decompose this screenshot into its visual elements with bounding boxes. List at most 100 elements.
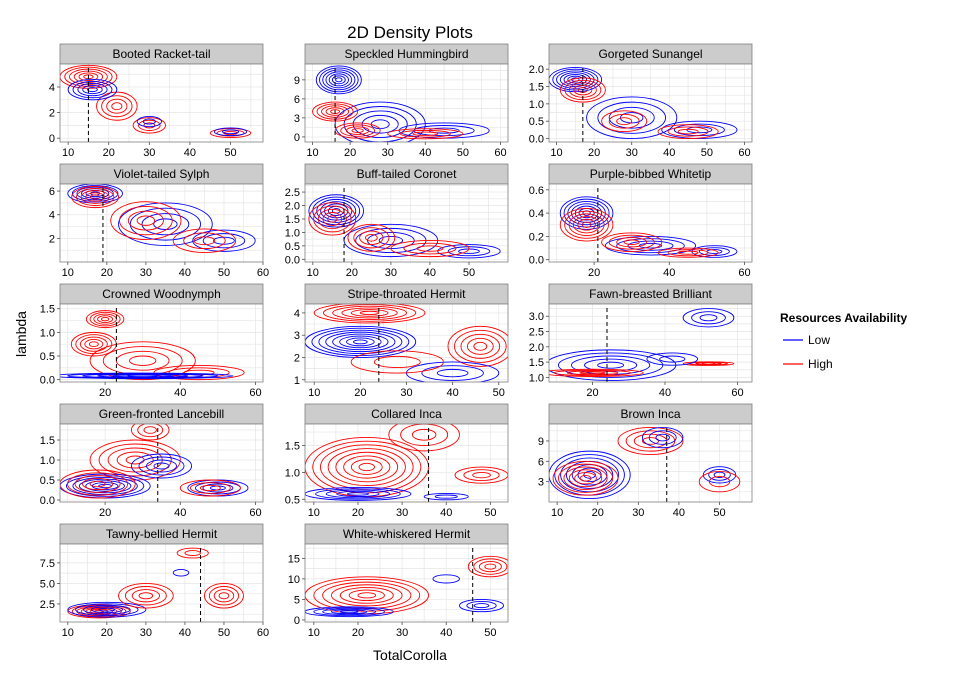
legend-title: Resources Availability	[780, 311, 907, 325]
panel-brown-inca: Brown Inca 10 20 30 40 50 3 6 9	[538, 403, 753, 519]
contour-high	[343, 455, 391, 479]
contour-low	[473, 603, 490, 609]
contour-high	[553, 369, 632, 377]
y-tick-label: 2	[49, 233, 55, 245]
contour-high	[608, 113, 640, 129]
x-tick-label: 30	[400, 387, 412, 399]
contour-low	[67, 78, 118, 101]
contour-high	[579, 371, 606, 375]
y-tick-label: 0	[294, 132, 300, 144]
panel-contours	[60, 424, 249, 499]
y-tick-label: 4	[49, 210, 55, 222]
panel-contours	[559, 196, 738, 258]
contour-low	[549, 67, 603, 93]
contour-high	[682, 361, 735, 366]
contour-high	[119, 206, 173, 236]
contour-high	[472, 471, 491, 479]
contour-high	[64, 66, 113, 87]
contour-low	[627, 240, 674, 251]
y-tick-label: 1.5	[40, 304, 55, 316]
x-tick-label: 20	[588, 267, 600, 279]
contour-high	[334, 122, 381, 139]
contour-high	[80, 190, 110, 204]
contour-low	[82, 373, 204, 379]
x-tick-label: 10	[62, 627, 74, 639]
contour-high	[412, 131, 439, 136]
contour-low	[597, 101, 666, 134]
contour-high	[96, 91, 138, 121]
y-tick-label: 1.0	[40, 455, 55, 467]
contour-high	[312, 101, 359, 122]
contour-low	[641, 426, 684, 449]
x-tick-label: 40	[424, 267, 436, 279]
contour-high	[387, 128, 464, 140]
x-tick-label: 60	[249, 387, 261, 399]
contour-low	[655, 433, 670, 442]
contour-low	[661, 120, 738, 139]
contour-high	[100, 316, 110, 322]
y-tick-label: 15	[288, 553, 300, 565]
x-tick-label: 40	[440, 507, 452, 519]
contour-low	[315, 488, 401, 500]
y-tick-label: 4	[49, 82, 55, 94]
x-tick-label: 10	[308, 627, 320, 639]
y-tick-label: 4	[294, 308, 300, 320]
y-tick-label: 0.2	[529, 231, 544, 243]
contour-high	[118, 582, 174, 609]
contour-low	[331, 609, 368, 615]
x-tick-label: 30	[143, 147, 155, 159]
contour-low	[130, 453, 193, 479]
panel-title: Violet-tailed Sylph	[114, 167, 210, 181]
contour-high	[467, 555, 508, 578]
x-tick-label: 50	[218, 627, 230, 639]
contour-high	[332, 305, 407, 321]
contour-high	[616, 117, 633, 126]
contour-high	[84, 339, 104, 350]
contour-high	[358, 462, 375, 472]
contour-high	[616, 237, 648, 248]
contour-low	[221, 129, 240, 135]
contour-low	[583, 471, 596, 479]
contour-low	[638, 242, 663, 249]
y-tick-label: 3.0	[529, 311, 544, 323]
contour-low	[604, 235, 697, 256]
legend-label-high: High	[808, 357, 833, 371]
contour-high	[460, 333, 501, 359]
contour-low	[97, 373, 189, 378]
contour-low	[142, 118, 156, 125]
contour-low	[90, 606, 123, 614]
contour-low	[76, 186, 114, 201]
contour-low	[708, 468, 731, 481]
y-tick-label: 0.0	[529, 255, 544, 267]
contour-high	[399, 129, 451, 138]
contour-low	[305, 325, 417, 358]
panel-contours	[67, 547, 244, 619]
contour-low	[699, 314, 718, 322]
contour-high	[331, 584, 403, 607]
contour-high	[359, 310, 380, 316]
y-tick-label: 0.5	[285, 241, 300, 253]
contour-high	[89, 439, 181, 481]
y-tick-label: 0.0	[529, 134, 544, 146]
contour-high	[552, 460, 619, 496]
contour-low	[213, 236, 235, 245]
contour-high	[101, 95, 133, 118]
y-tick-label: 0.5	[285, 494, 300, 506]
contour-low	[313, 607, 385, 617]
y-tick-label: 0.0	[285, 254, 300, 266]
contour-high	[85, 192, 105, 202]
panel-border	[59, 303, 264, 383]
contour-high	[579, 474, 592, 482]
y-tick-label: 5	[294, 594, 300, 606]
contour-low	[567, 75, 584, 84]
panel-border	[59, 63, 264, 143]
contour-high	[695, 362, 722, 366]
contour-high	[388, 424, 460, 452]
contour-high	[581, 221, 592, 228]
contour-high	[313, 304, 426, 324]
x-tick-label: 50	[457, 147, 469, 159]
contour-low	[315, 65, 362, 95]
contour-low	[586, 96, 678, 139]
x-tick-label: 40	[447, 387, 459, 399]
contour-high	[67, 472, 129, 496]
